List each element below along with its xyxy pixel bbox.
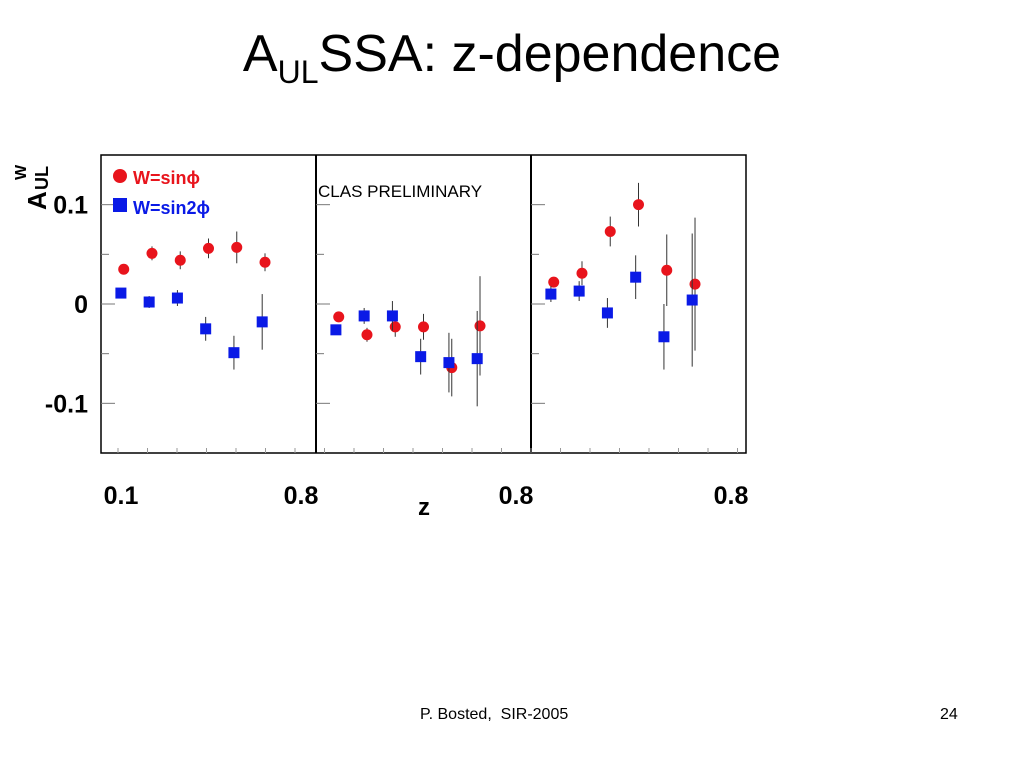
data-point-sinphi (361, 329, 373, 341)
y-axis-label-main: A (22, 191, 52, 210)
data-point-sin2phi (573, 285, 585, 297)
data-point-sin2phi (228, 347, 240, 359)
data-point-sin2phi (443, 357, 455, 369)
legend-marker-sinphi (113, 169, 127, 183)
data-point-sinphi (576, 267, 588, 279)
data-point-sinphi (118, 263, 130, 275)
data-point-sinphi (474, 320, 486, 332)
data-point-sin2phi (358, 310, 370, 322)
data-point-sinphi (633, 199, 644, 211)
title-main: A (242, 25, 278, 83)
data-point-sinphi (418, 321, 429, 333)
data-point-sin2phi (601, 307, 613, 319)
data-point-sinphi (203, 242, 214, 254)
data-point-sin2phi (256, 316, 268, 328)
data-point-sin2phi (630, 271, 642, 283)
y-axis-label-sup: W (13, 164, 30, 180)
slide-title: AULSSA: z-dependence (0, 22, 1024, 104)
data-point-sin2phi (658, 331, 670, 343)
x-tick-label: 0.1 (104, 482, 139, 510)
y-axis-label: A UL W (13, 164, 52, 210)
y-tick-label: -0.1 (45, 390, 88, 418)
x-axis-label: z (418, 494, 430, 521)
y-axis-label-sub: UL (32, 166, 52, 190)
data-point-sin2phi (415, 351, 427, 363)
data-point-sin2phi (386, 310, 398, 322)
data-point-sinphi (689, 278, 701, 290)
footer-author: P. Bosted, SIR-2005 (420, 706, 569, 723)
data-point-sinphi (259, 256, 271, 268)
legend-label-sin2phi: W=sin2ϕ (133, 198, 210, 218)
data-point-sinphi (174, 254, 186, 266)
title-subscript: UL (277, 54, 319, 90)
data-point-sin2phi (115, 287, 127, 299)
title-rest: SSA: z-dependence (318, 25, 782, 83)
y-tick-label: 0.1 (53, 192, 88, 220)
legend-marker-sin2phi (113, 198, 127, 212)
data-point-sin2phi (171, 292, 183, 304)
annotation-clas-preliminary: CLAS PRELIMINARY (318, 182, 482, 201)
y-tick-label: 0 (74, 291, 88, 319)
data-point-sinphi (389, 321, 401, 333)
data-points (115, 182, 701, 407)
data-point-sin2phi (545, 288, 557, 300)
x-tick-label: 0.8 (284, 482, 319, 510)
legend-label-sinphi: W=sinϕ (133, 168, 200, 188)
data-point-sinphi (333, 311, 345, 323)
data-point-sinphi (231, 241, 243, 253)
x-tick-label: 0.8 (499, 482, 534, 510)
x-tick-label: 0.8 (714, 482, 749, 510)
labels: CLAS PRELIMINARY z A UL W -0.1 0 0.1 0.1 0.8… (13, 164, 748, 521)
axes (100, 154, 747, 454)
data-point-sinphi (604, 225, 616, 237)
data-point-sin2phi (200, 323, 212, 335)
data-point-sinphi (146, 247, 158, 259)
data-point-sinphi (548, 276, 560, 288)
page-number: 24 (940, 706, 958, 723)
data-point-sin2phi (143, 296, 155, 308)
data-point-sin2phi (471, 353, 483, 365)
data-point-sinphi (661, 264, 673, 276)
data-point-sin2phi (330, 324, 342, 336)
data-point-sin2phi (686, 294, 698, 306)
